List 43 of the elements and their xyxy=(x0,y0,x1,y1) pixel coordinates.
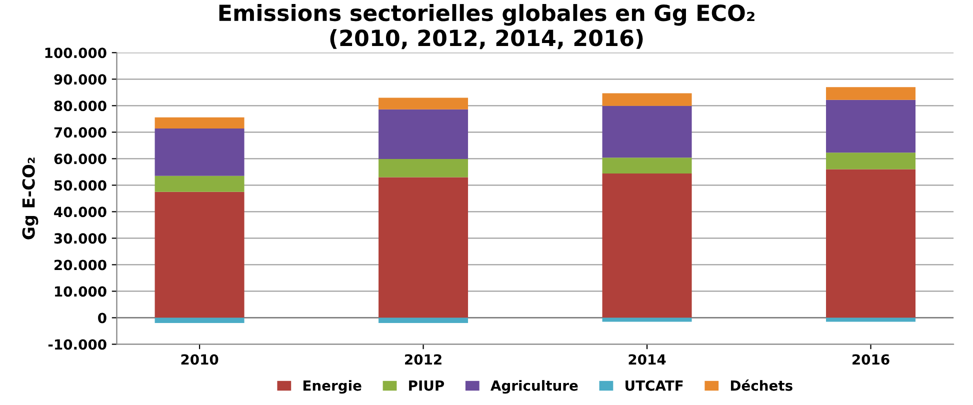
bar xyxy=(378,109,468,159)
bar xyxy=(826,318,916,322)
y-tick-label: 80.000 xyxy=(54,100,106,112)
bar xyxy=(154,117,244,128)
chart-title: Emissions sectorielles globales en Gg ECO₂ (2010, 2012, 2014, 2016) xyxy=(219,4,754,50)
bar xyxy=(602,158,692,174)
bar xyxy=(378,98,468,110)
legend-label: PIUP xyxy=(409,380,444,391)
bar xyxy=(154,176,244,192)
x-tick-label: 2010 xyxy=(181,354,218,365)
y-tick-label: 0 xyxy=(98,312,106,324)
legend-label: Déchets xyxy=(730,380,792,391)
bar xyxy=(602,106,692,158)
bar xyxy=(826,87,916,100)
bar xyxy=(154,128,244,176)
legend-label: Energie xyxy=(303,380,362,394)
bar xyxy=(602,318,692,322)
bar xyxy=(826,100,916,153)
legend-label: Agriculture xyxy=(490,380,578,394)
bar xyxy=(378,177,468,318)
y-tick-label: 70.000 xyxy=(54,127,106,138)
y-tick-label: 10.000 xyxy=(55,286,106,297)
x-tick-label: 2014 xyxy=(628,354,666,365)
y-tick-label: 60.000 xyxy=(54,154,106,164)
y-tick-label: -10.000 xyxy=(48,339,106,350)
x-tick-label: 2016 xyxy=(852,354,890,365)
y-tick-label: 90.000 xyxy=(54,74,106,85)
bar xyxy=(154,318,244,324)
bar xyxy=(826,169,916,318)
bar xyxy=(602,93,692,106)
y-tick-label: 20.000 xyxy=(54,260,106,270)
y-tick-label: 100.000 xyxy=(45,48,106,58)
bar xyxy=(378,158,468,178)
legend-label: UTCATF xyxy=(626,380,683,391)
y-tick-label: 30.000 xyxy=(54,233,106,244)
bar xyxy=(602,174,692,318)
y-tick-label: 50.000 xyxy=(54,180,106,191)
bar xyxy=(826,152,916,170)
y-axis-title: Gg E-CO₂ xyxy=(22,158,38,240)
x-tick-label: 2012 xyxy=(405,354,442,365)
bar xyxy=(378,318,468,324)
y-tick-label: 40.000 xyxy=(54,206,106,218)
bar xyxy=(154,192,244,318)
